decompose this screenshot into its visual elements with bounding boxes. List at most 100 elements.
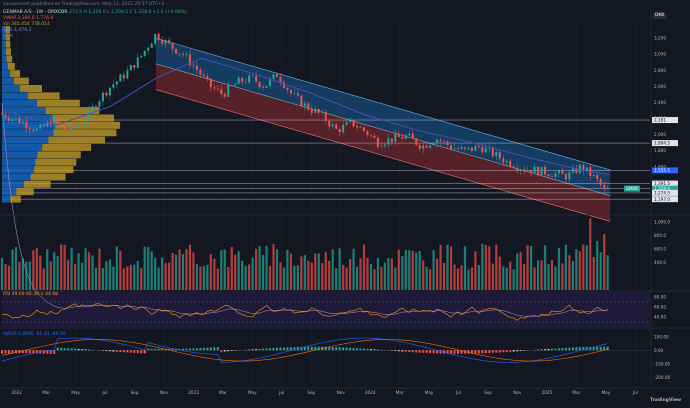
macd-histogram-bar <box>164 348 167 351</box>
macd-histogram-bar <box>519 350 522 352</box>
macd-histogram-bar <box>582 347 585 351</box>
candle-body <box>296 93 299 96</box>
volume-bar <box>251 257 254 290</box>
macd-histogram-bar <box>404 350 407 352</box>
volume-profile-bar <box>2 48 6 56</box>
volume-bar <box>317 253 320 290</box>
volume-bar <box>526 245 529 290</box>
candle-body <box>258 81 261 87</box>
macd-histogram-bar <box>401 350 404 352</box>
volume-bar <box>456 268 460 290</box>
volume-bar <box>606 255 609 290</box>
macd-histogram-bar <box>150 348 153 351</box>
vwap-legend[interactable]: VWAP 2,380.6 1,776.8 <box>3 16 54 21</box>
volume-profile-bar <box>2 77 15 85</box>
volume-bar <box>268 265 272 290</box>
macd-histogram-bar <box>463 350 466 354</box>
volume-bar <box>241 260 244 290</box>
candle-body <box>98 101 101 107</box>
volume-bar <box>603 234 606 290</box>
volume-bar <box>352 248 355 290</box>
macd-histogram-bar <box>592 346 595 351</box>
volume-bar <box>425 266 428 290</box>
macd-histogram-bar <box>126 350 129 353</box>
volume-bar <box>49 261 52 290</box>
candle-body <box>606 187 609 189</box>
time-tick-label: 2023 <box>188 390 199 395</box>
candle-body <box>119 74 122 82</box>
volume-bar <box>56 256 59 290</box>
candle-body <box>56 117 59 123</box>
volume-bar <box>408 250 411 290</box>
volume-bar <box>282 267 286 290</box>
macd-histogram-bar <box>411 350 414 353</box>
macd-histogram-bar <box>272 347 275 351</box>
candle-body <box>415 138 418 145</box>
macd-tick-label: -200.00 <box>654 375 670 380</box>
price-tick-label: 3,200 <box>654 36 666 41</box>
candle-body <box>122 74 125 79</box>
rsi-legend[interactable]: RSI 49.69 46.30 ∨ 44.88 <box>3 292 58 297</box>
channel-lower-fill <box>155 63 611 222</box>
macd-histogram-bar <box>258 348 261 351</box>
volume-bar <box>39 255 42 290</box>
price-tick-label: 2,400 <box>654 100 666 105</box>
volume-bar <box>394 267 397 290</box>
volume-profile-bar <box>14 77 29 85</box>
volume-profile-bar <box>37 151 81 159</box>
volume-bar <box>296 265 299 290</box>
volume-bar <box>453 264 456 290</box>
volume-bar <box>481 243 484 290</box>
volume-bar <box>73 263 77 290</box>
candle-body <box>265 85 268 88</box>
candle-body <box>523 169 526 171</box>
macd-histogram-bar <box>42 350 45 354</box>
publisher-line: saveyinvest published on TradingView.com… <box>3 2 165 7</box>
volume-bar <box>321 263 324 290</box>
macd-legend[interactable]: MACD 0.8896 -85.31 -86.90 <box>3 332 66 337</box>
volume-bar <box>4 264 7 290</box>
candle-body <box>60 122 63 125</box>
vol-legend[interactable]: Vol 345.454 778.014 <box>3 22 50 27</box>
candle-body <box>575 168 578 173</box>
macd-histogram-bar <box>248 349 251 351</box>
macd-histogram-bar <box>279 347 282 351</box>
volume-bar <box>314 253 317 290</box>
candle-body <box>209 78 212 88</box>
macd-histogram-bar <box>425 350 428 353</box>
time-tick-label: May <box>601 390 610 395</box>
time-tick-label: 2025 <box>542 390 553 395</box>
symbol-line[interactable]: GENMAB A/S · 1W · OMXCOP <box>3 10 68 15</box>
candle-body <box>237 77 240 84</box>
volume-profile-bar <box>5 48 11 56</box>
sma2-legend[interactable]: SMA <box>3 34 13 39</box>
volume-profile-bar <box>20 85 43 92</box>
candle-body <box>105 92 108 96</box>
volume-profile-bar <box>2 33 6 41</box>
macd-histogram-bar <box>112 350 115 352</box>
macd-histogram-bar <box>77 348 80 351</box>
macd-histogram-bar <box>303 346 306 351</box>
candle-body <box>498 152 501 159</box>
candle-body <box>456 148 459 149</box>
volume-bar <box>404 249 407 290</box>
macd-histogram-bar <box>255 349 258 351</box>
sma-legend[interactable]: SMA 1,479.3 <box>3 28 32 33</box>
volume-bar <box>495 244 498 290</box>
volume-bar <box>11 249 14 290</box>
volume-bar <box>519 252 522 290</box>
candle-body <box>77 125 80 127</box>
volume-bar <box>568 255 571 290</box>
volume-bar <box>67 260 70 290</box>
price-tick-label: 1,800 <box>654 148 666 153</box>
volume-profile-bar <box>2 55 7 63</box>
candle-body <box>564 173 567 180</box>
macd-histogram-bar <box>81 349 84 351</box>
volume-profile-bar <box>2 107 46 115</box>
macd-histogram-bar <box>119 350 122 352</box>
macd-histogram-bar <box>356 348 359 351</box>
volume-bar <box>286 249 289 290</box>
macd-histogram-bar <box>262 348 265 351</box>
candle-body <box>463 147 466 149</box>
